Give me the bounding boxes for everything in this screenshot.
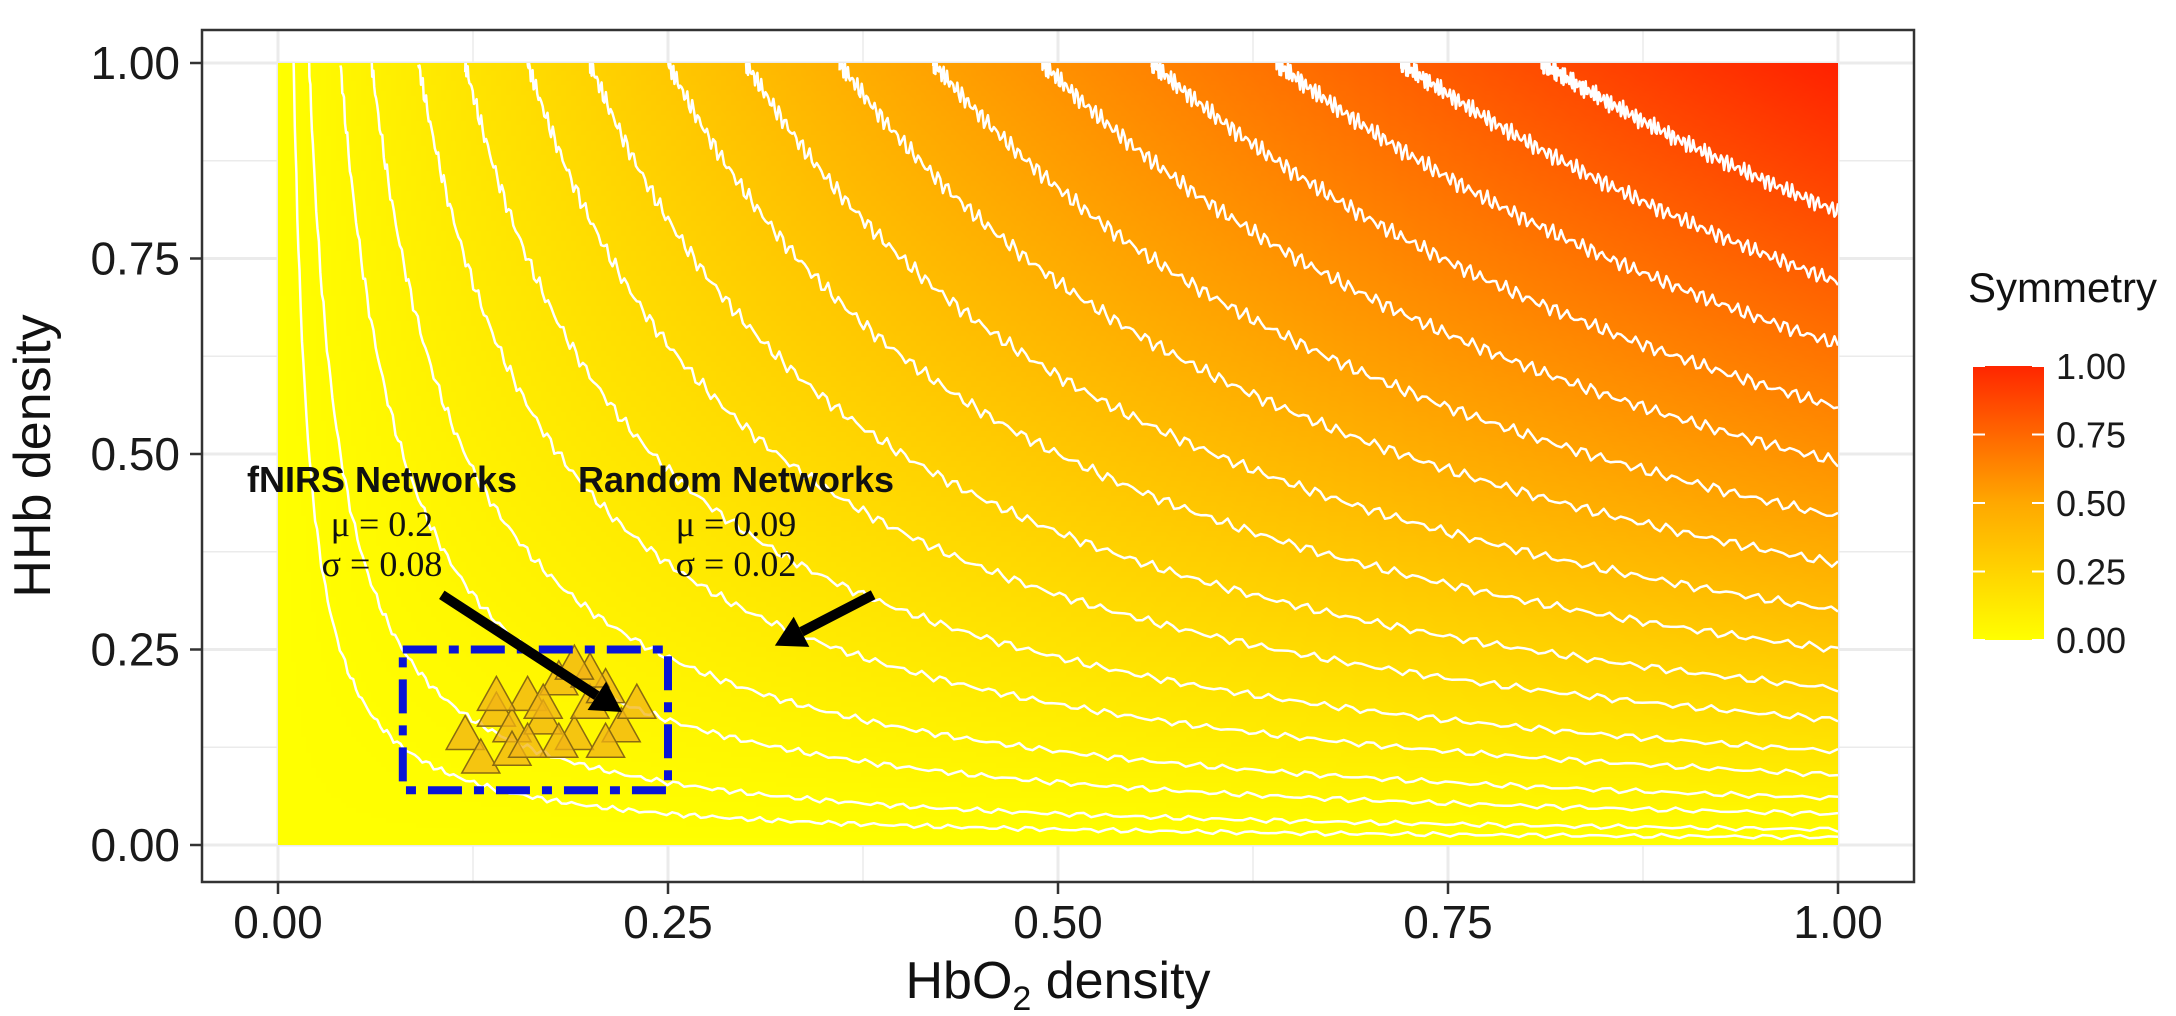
contour-line (1275, 63, 1838, 348)
contour-line (339, 64, 1838, 817)
annotation-random-sigma: σ = 0.02 (676, 544, 797, 584)
x-axis-title: HbO2 density (905, 952, 1210, 1016)
legend-tick-label: 1.00 (2056, 346, 2126, 387)
contour-line (1041, 63, 1838, 468)
annotation-fnirs-title: fNIRS Networks (247, 459, 517, 500)
fnirs-point (538, 721, 580, 759)
contour-line (588, 63, 1838, 693)
y-tick-label: 0.00 (90, 819, 180, 871)
x-axis-title-subscript: 2 (1012, 980, 1031, 1016)
fnirs-point (460, 737, 502, 774)
annotation-random-title: Random Networks (578, 459, 894, 500)
fnirs-point (522, 682, 564, 719)
random-arrow-shaft (799, 590, 876, 637)
contour-line (417, 64, 1838, 778)
x-tick-label: 0.25 (623, 896, 713, 948)
legend-tick-label: 0.25 (2056, 552, 2126, 593)
annotation-random: Random Networks μ = 0.09 σ = 0.02 (578, 459, 894, 584)
contour-line (370, 63, 1838, 801)
x-axis-title-rest: density (1031, 952, 1210, 1010)
contour-line (463, 63, 1838, 755)
y-tick-label: 0.75 (90, 233, 180, 285)
fnirs-point (507, 721, 548, 759)
arrows (439, 590, 876, 713)
annotation-fnirs-mu: μ = 0.2 (331, 504, 434, 544)
fnirs-markers (444, 643, 658, 774)
contour-line (307, 63, 1838, 833)
fnirs-arrow-head (587, 681, 622, 713)
annotation-fnirs: fNIRS Networks μ = 0.2 σ = 0.08 (247, 459, 517, 584)
x-tick-label: 0.50 (1013, 896, 1103, 948)
contour-line (838, 63, 1838, 568)
fnirs-arrow-shaft (439, 590, 600, 700)
x-axis-title-main: HbO (905, 952, 1012, 1010)
y-axis-title: HHb density (4, 314, 62, 597)
fnirs-point (616, 682, 658, 719)
legend-tick-label: 0.00 (2056, 620, 2126, 661)
contour-line (526, 63, 1838, 723)
y-tick-label: 0.50 (90, 428, 180, 480)
contour-line (666, 63, 1838, 653)
x-tick-label: 0.75 (1403, 896, 1493, 948)
legend-tick-label: 0.75 (2056, 415, 2126, 456)
y-tick-label: 1.00 (90, 37, 180, 89)
contour-lines (292, 63, 1838, 841)
contour-line (744, 63, 1838, 613)
contour-line (1150, 63, 1838, 410)
contour-line (1399, 63, 1838, 286)
contour-line (292, 63, 1838, 841)
y-axis-ticks: 0.00 0.25 0.50 0.75 1.00 (90, 37, 202, 871)
legend-ticks: 1.00 0.75 0.50 0.25 0.00 (1973, 346, 2126, 661)
fnirs-point (476, 674, 517, 712)
contour-line (1540, 63, 1838, 218)
x-tick-label: 0.00 (233, 896, 323, 948)
legend-tick-label: 0.50 (2056, 483, 2126, 524)
annotation-random-mu: μ = 0.09 (676, 504, 797, 544)
fnirs-point (585, 721, 626, 759)
y-tick-label: 0.25 (90, 624, 180, 676)
fnirs-point (444, 713, 486, 751)
x-axis-ticks: 0.00 0.25 0.50 0.75 1.00 (233, 882, 1883, 948)
legend-title: Symmetry (1968, 264, 2157, 311)
x-tick-label: 1.00 (1793, 896, 1883, 948)
annotation-fnirs-sigma: σ = 0.08 (322, 544, 443, 584)
contour-line (931, 63, 1838, 518)
random-arrow-head (774, 616, 810, 647)
